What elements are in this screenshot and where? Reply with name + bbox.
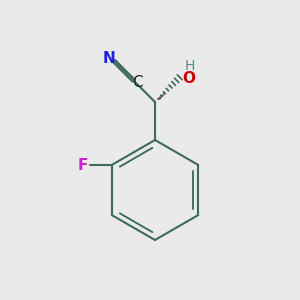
Text: O: O [182, 71, 195, 86]
Text: C: C [133, 75, 143, 90]
Text: F: F [77, 158, 88, 172]
Text: H: H [184, 59, 195, 73]
Text: N: N [103, 52, 116, 67]
